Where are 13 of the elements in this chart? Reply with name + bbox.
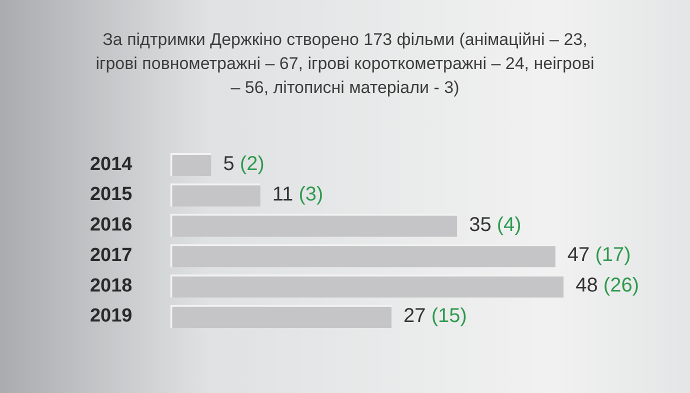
y-tick-label: 2016	[90, 214, 132, 236]
y-tick-label: 2017	[90, 244, 132, 266]
y-tick-label: 2015	[90, 184, 133, 206]
y-tick-label: 2019	[90, 306, 132, 327]
y-tick-label: 2018	[90, 275, 132, 296]
data-label: 11 (3)	[272, 183, 324, 206]
data-label: 27 (15)	[404, 304, 467, 327]
data-label: 48 (26)	[576, 274, 639, 297]
data-label: 5 (2)	[223, 153, 264, 176]
data-label: 35 (4)	[469, 214, 522, 236]
data-label: 47 (17)	[567, 244, 631, 266]
chart-title: За підтримки Держкіно створено 173 фільми (анімаційні – 23, ігрові повнометражні – 67, ігрові короткометражні – 24, неігрові – 56, літописні матеріали - 3)	[95, 29, 595, 99]
y-tick-label: 2014	[90, 154, 133, 175]
